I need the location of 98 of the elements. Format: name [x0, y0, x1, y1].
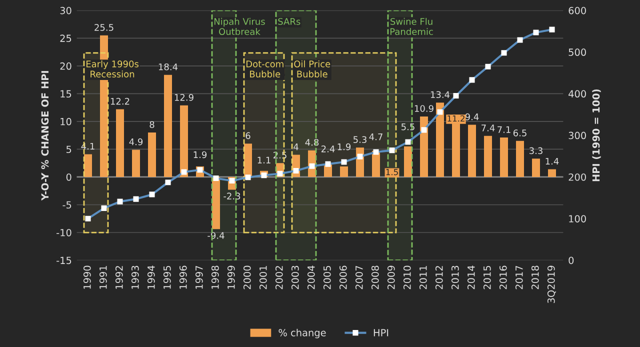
x-tick-label: 1998: [211, 266, 219, 289]
data-label: 1.9: [194, 151, 207, 158]
y-tick-label: 5: [66, 146, 72, 154]
x-tick-label: 2007: [355, 266, 363, 290]
bar: [164, 74, 172, 177]
data-label: 11.2: [448, 115, 464, 122]
data-label: 6.5: [513, 130, 526, 136]
data-label: 4.9: [129, 138, 143, 146]
bar: [244, 144, 252, 177]
data-label: 1.9: [338, 143, 351, 150]
x-tick-label: 1994: [147, 266, 155, 289]
bar: [436, 102, 444, 177]
bar: [516, 140, 524, 177]
band-label: SARs: [278, 18, 300, 25]
x-tick-label: 2001: [259, 266, 267, 290]
y2-tick-label: 0: [568, 256, 574, 264]
x-tick-label: 1995: [163, 266, 171, 289]
band-label: Early 1990s Recession: [86, 60, 139, 78]
y-tick-label: -5: [62, 201, 72, 209]
data-label: 1.5: [386, 169, 398, 176]
y-tick-label: 30: [60, 6, 72, 14]
data-label: -2.3: [224, 192, 240, 200]
legend-label: % change: [278, 328, 326, 338]
data-label: 25.5: [94, 24, 114, 31]
legend-label: HPI: [374, 329, 388, 336]
band-label: Swine Flu Pandemic: [390, 18, 433, 35]
bar: [420, 116, 428, 177]
x-tick-label: 2003: [291, 266, 299, 290]
x-tick-label: 2011: [419, 266, 427, 290]
data-label: 8: [150, 121, 154, 128]
y-tick-label: -10: [56, 228, 72, 236]
x-tick-label: 2008: [371, 266, 379, 290]
bar: [132, 150, 140, 177]
y-tick-label: 0: [66, 173, 72, 181]
x-tick-label: 2014: [467, 266, 475, 290]
bar: [340, 166, 348, 177]
x-tick-label: 2009: [387, 266, 395, 290]
y-tick-label: 20: [60, 62, 72, 70]
data-label: 12.9: [174, 94, 194, 101]
bar: [180, 105, 188, 177]
y2-tick-label: 300: [568, 132, 586, 140]
y2-tick-label: 600: [568, 6, 586, 14]
x-tick-label: 2016: [499, 266, 507, 290]
y-tick-label: -15: [56, 256, 72, 264]
bar: [148, 132, 156, 177]
x-tick-label: 1990: [83, 266, 91, 289]
y-tick-label: 10: [60, 118, 72, 126]
x-tick-label: 1991: [99, 266, 107, 289]
x-tick-label: 1997: [195, 266, 203, 289]
data-label: 18.4: [158, 63, 178, 70]
y2-tick-label: 400: [568, 90, 586, 98]
y2-tick-label: 500: [568, 48, 586, 56]
x-tick-label: 2000: [243, 266, 251, 290]
x-tick-label: 2018: [531, 266, 539, 290]
band-label: Oil Price Bubble: [294, 60, 330, 78]
data-label: 7.1: [498, 126, 510, 133]
data-label: 7.4: [482, 124, 495, 132]
y-tick-label: 25: [60, 34, 72, 42]
x-tick-label: 2013: [451, 266, 459, 290]
data-label: 3.3: [530, 147, 542, 154]
x-tick-label: 2015: [483, 266, 491, 290]
y-tick-label: 15: [60, 90, 72, 98]
x-tick-label: 2010: [403, 266, 411, 290]
x-tick-label: 1999: [227, 266, 235, 289]
data-label: 10.9: [414, 105, 434, 112]
data-label: 12.2: [110, 98, 130, 105]
x-tick-label: 2002: [275, 266, 283, 290]
x-tick-label: 2005: [323, 266, 331, 290]
data-label: 13.4: [430, 91, 450, 98]
data-label: 6: [246, 132, 250, 140]
data-label: 2.4: [321, 145, 335, 152]
data-label: 4.7: [369, 134, 382, 140]
y2-tick-label: 100: [569, 215, 586, 222]
data-label: 1.1: [258, 156, 270, 164]
data-label: 5.3: [354, 136, 366, 144]
bar: [468, 124, 476, 177]
x-tick-label: 1992: [115, 266, 123, 289]
x-tick-label: 3Q2019: [547, 266, 556, 303]
y-axis-title: Y-O-Y % CHANGE OF HPI: [41, 71, 49, 201]
x-tick-label: 2017: [515, 266, 523, 290]
bar: [532, 158, 540, 177]
data-label: 1.4: [546, 158, 559, 165]
x-tick-label: 2012: [435, 266, 443, 290]
data-label: 4: [294, 144, 298, 150]
bar: [484, 136, 492, 177]
x-tick-label: 1996: [179, 266, 187, 289]
x-tick-label: 2004: [307, 266, 315, 290]
bar: [116, 109, 124, 177]
bar: [84, 154, 92, 177]
bar: [548, 169, 556, 177]
bar: [500, 138, 508, 177]
x-tick-label: 1993: [131, 266, 139, 289]
band-label: Dot-com Bubble: [246, 60, 284, 78]
band-label: Nipah Virus Outbreak: [214, 18, 265, 35]
y2-axis-title: HPI (1990 = 100): [592, 89, 601, 182]
x-tick-label: 2006: [339, 266, 347, 290]
bar: [404, 146, 412, 177]
y2-tick-label: 200: [568, 173, 586, 181]
